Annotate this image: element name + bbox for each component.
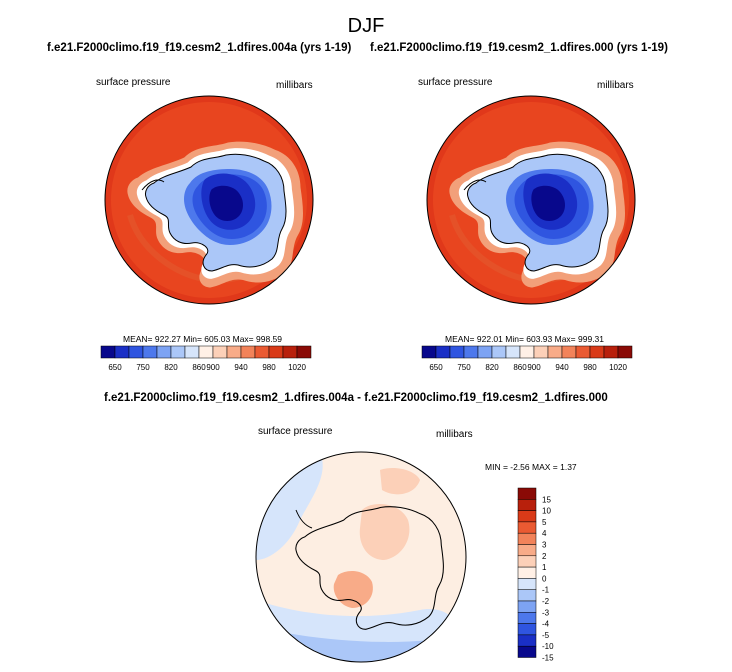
panel-2-colorbar-swatch [617,345,633,359]
panel-2-colorbar-swatch [463,345,479,359]
panel-1-colorbar-tick-label: 940 [234,363,248,372]
diff-colorbar-swatch [517,532,537,545]
panel-2-units: millibars [597,80,634,91]
diff-colorbar-tick-label: 5 [542,518,547,527]
panel-1-colorbar-swatch [240,345,256,359]
panel-1-colorbar-tick-label: 900 [206,363,220,372]
panel-1-colorbar-swatch [254,345,270,359]
diff-colorbar-swatch [517,544,537,557]
diff-colorbar-tick-label: 1 [542,563,547,572]
panel-2-colorbar-swatch [603,345,619,359]
diff-colorbar-tick-label: 15 [542,495,551,504]
panel-2-stats: MEAN= 922.01 Min= 603.93 Max= 999.31 [445,334,605,344]
panel-2-colorbar-tick-label: 1020 [609,363,627,372]
diff-colorbar-tick-label: -1 [542,586,550,595]
diff-colorbar-swatch [517,578,537,590]
panel-2-colorbar-swatch [421,345,437,359]
panel-2-colorbar-swatch [435,345,451,359]
diff-colorbar-tick-label: -5 [542,631,550,640]
panel-1-colorbar-tick-label: 1020 [288,363,306,372]
panel-1-colorbar-swatch [296,345,312,359]
panel-1-stats: MEAN= 922.27 Min= 605.03 Max= 998.59 [123,334,283,344]
panel-2-colorbar-swatch [533,345,549,359]
diff-colorbar-swatch [517,623,537,636]
panel-1-colorbar-swatch [170,345,186,359]
panel-1-colorbar-swatch [156,345,172,359]
panel-1-units: millibars [276,80,313,91]
diff-colorbar-swatch [517,600,537,613]
diff-colorbar-tick-label: -2 [542,597,550,606]
diff-colorbar-swatch [517,589,537,602]
diff-colorbar-tick-label: 0 [542,574,547,583]
panel-2-colorbar-tick-label: 860 [513,363,527,372]
diff-colorbar-swatch [517,566,537,579]
panel-2-colorbar-tick-label: 980 [583,363,597,372]
panel-1-colorbar-swatch [184,345,200,359]
panel-2-colorbar-tick-label: 750 [457,363,471,372]
panel-1-colorbar-swatch [114,345,130,359]
diff-colorbar-swatch [517,499,537,511]
panel-2-colorbar-swatch [589,345,605,359]
panel-2-colorbar-swatch [491,345,507,359]
diff-colorbar-tick-label: 4 [542,529,547,538]
diff-colorbar-swatch [517,521,537,534]
panel-1-colorbar-swatch [282,345,298,359]
diff-colorbar-tick-label: -15 [542,654,554,663]
panel-1-colorbar-swatch [142,345,158,359]
panel-1-colorbar-swatch [128,345,144,359]
figure-title: DJF [347,15,385,37]
diff-colorbar-swatch [517,487,537,500]
diff-colorbar-swatch [517,510,537,523]
panel-2-variable: surface pressure [418,77,493,88]
diff-colorbar-tick-label: 10 [542,507,551,516]
diff-panel-title: f.e21.F2000climo.f19_f19.cesm2_1.dfires.… [104,392,608,404]
panel-2-colorbar-tick-label: 820 [485,363,499,372]
panel-1-colorbar-swatch [226,345,242,359]
diff-colorbar-swatch [517,555,537,568]
panel-1-title: f.e21.F2000climo.f19_f19.cesm2_1.dfires.… [47,42,352,54]
panel-1-colorbar-tick-label: 820 [164,363,178,372]
panel-1-colorbar-swatch [212,345,228,359]
diff-colorbar-tick-label: 3 [542,541,547,550]
diff-panel-variable: surface pressure [258,426,333,437]
diff-colorbar-tick-label: -4 [542,620,550,629]
diff-colorbar-swatch [517,634,537,647]
panel-1-colorbar-swatch [268,345,284,359]
panel-1-colorbar-tick-label: 860 [192,363,206,372]
panel-2-colorbar-swatch [477,345,493,359]
diff-panel-units: millibars [436,429,473,440]
panel-2-colorbar-swatch [575,345,591,359]
diff-colorbar-tick-label: 2 [542,552,547,561]
diff-colorbar-swatch [517,612,537,624]
panel-2-title: f.e21.F2000climo.f19_f19.cesm2_1.dfires.… [370,42,668,54]
panel-1-colorbar: 650 750 820 860 900 940 980 1020 [100,345,312,372]
diff-colorbar-swatch [517,645,537,658]
panel-2-colorbar-swatch [547,345,563,359]
panel-2-colorbar-tick-label: 650 [429,363,443,372]
panel-2-colorbar-tick-label: 940 [555,363,569,372]
panel-1-colorbar-swatch [198,345,214,359]
panel-2-colorbar-swatch [561,345,577,359]
panel-1-variable: surface pressure [96,77,171,88]
panel-1-colorbar-tick-label: 750 [136,363,150,372]
panel-2-colorbar-swatch [519,345,535,359]
panel-1-colorbar-tick-label: 980 [262,363,276,372]
panel-1-colorbar-tick-label: 650 [108,363,122,372]
panel-2-colorbar-swatch [449,345,465,359]
panel-2-colorbar-swatch [505,345,521,359]
panel-1-colorbar-swatch [100,345,116,359]
diff-panel-stats: MIN = -2.56 MAX = 1.37 [485,462,577,472]
diff-colorbar-tick-label: -3 [542,608,550,617]
panel-2-colorbar: 650 750 820 860 900 940 980 1020 [421,345,633,372]
diff-colorbar-tick-label: -10 [542,642,554,651]
panel-2-colorbar-tick-label: 900 [527,363,541,372]
